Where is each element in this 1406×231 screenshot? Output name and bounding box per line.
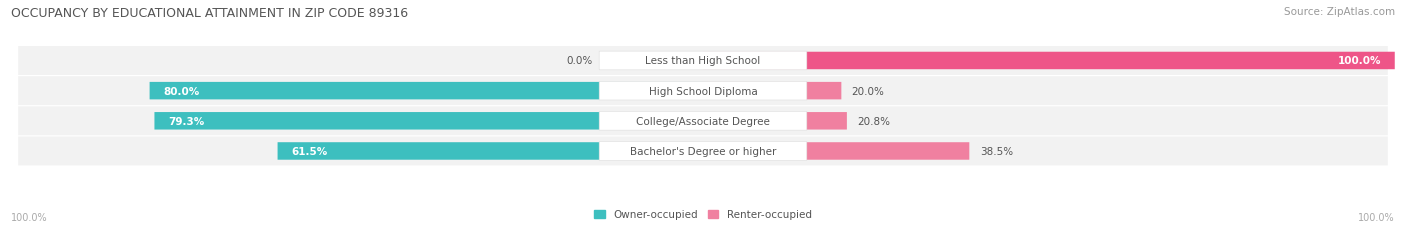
Text: 20.8%: 20.8% bbox=[858, 116, 890, 126]
FancyBboxPatch shape bbox=[599, 82, 807, 100]
FancyBboxPatch shape bbox=[149, 82, 703, 100]
FancyBboxPatch shape bbox=[599, 52, 807, 70]
FancyBboxPatch shape bbox=[277, 143, 703, 160]
Text: 100.0%: 100.0% bbox=[1337, 56, 1381, 66]
FancyBboxPatch shape bbox=[599, 112, 807, 131]
Text: 100.0%: 100.0% bbox=[1358, 212, 1395, 222]
Legend: Owner-occupied, Renter-occupied: Owner-occupied, Renter-occupied bbox=[591, 205, 815, 224]
FancyBboxPatch shape bbox=[703, 82, 841, 100]
Text: Source: ZipAtlas.com: Source: ZipAtlas.com bbox=[1284, 7, 1395, 17]
Text: 20.0%: 20.0% bbox=[852, 86, 884, 96]
FancyBboxPatch shape bbox=[18, 107, 1388, 136]
FancyBboxPatch shape bbox=[18, 137, 1388, 166]
Text: 0.0%: 0.0% bbox=[567, 56, 592, 66]
FancyBboxPatch shape bbox=[155, 112, 703, 130]
Text: College/Associate Degree: College/Associate Degree bbox=[636, 116, 770, 126]
Text: Less than High School: Less than High School bbox=[645, 56, 761, 66]
Text: 79.3%: 79.3% bbox=[169, 116, 204, 126]
FancyBboxPatch shape bbox=[18, 77, 1388, 106]
FancyBboxPatch shape bbox=[703, 112, 846, 130]
FancyBboxPatch shape bbox=[703, 52, 1395, 70]
Text: High School Diploma: High School Diploma bbox=[648, 86, 758, 96]
Text: 38.5%: 38.5% bbox=[980, 146, 1012, 156]
FancyBboxPatch shape bbox=[703, 143, 969, 160]
FancyBboxPatch shape bbox=[18, 47, 1388, 76]
FancyBboxPatch shape bbox=[599, 142, 807, 161]
Text: 100.0%: 100.0% bbox=[11, 212, 48, 222]
Text: 80.0%: 80.0% bbox=[163, 86, 200, 96]
Text: Bachelor's Degree or higher: Bachelor's Degree or higher bbox=[630, 146, 776, 156]
Text: OCCUPANCY BY EDUCATIONAL ATTAINMENT IN ZIP CODE 89316: OCCUPANCY BY EDUCATIONAL ATTAINMENT IN Z… bbox=[11, 7, 408, 20]
Text: 61.5%: 61.5% bbox=[291, 146, 328, 156]
